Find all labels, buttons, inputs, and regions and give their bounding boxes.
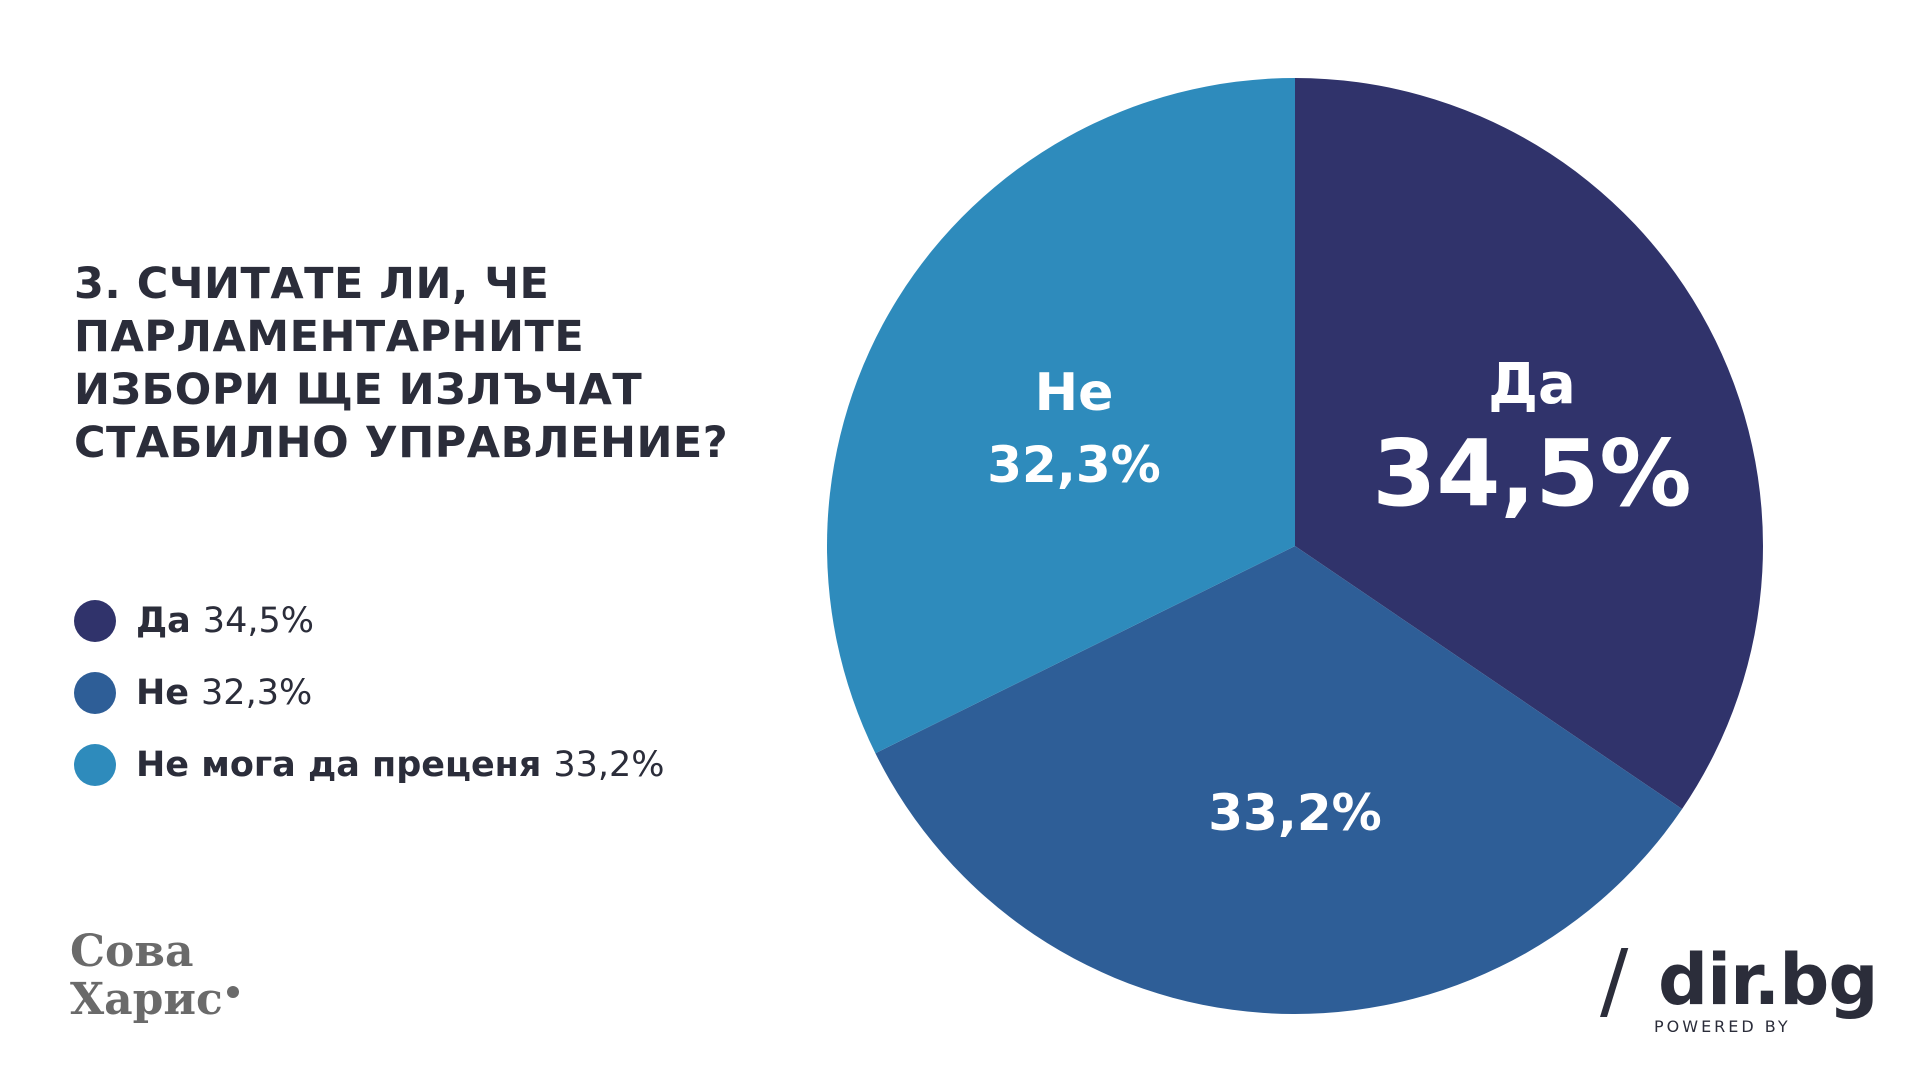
legend-label: Не мога да преценя [136, 745, 542, 785]
slice-da [1295, 78, 1764, 810]
slice-label-da-name: Да [1488, 352, 1576, 417]
dir-slash: / [1600, 931, 1629, 1029]
legend: Да 34,5% Не 32,3% Не мога да преценя 33,… [74, 585, 665, 801]
slice-label-da-value: 34,5% [1372, 420, 1691, 527]
logo-dot [226, 986, 239, 998]
chart-title: 3. СЧИТАТЕ ЛИ, ЧЕ ПАРЛАМЕНТАРНИТЕ ИЗБОРИ… [74, 259, 729, 468]
legend-item-da: Да 34,5% [74, 585, 665, 657]
sova-logo-line1: Сова [70, 926, 194, 977]
legend-value: 32,3% [201, 673, 313, 713]
legend-dot-da [74, 600, 116, 642]
slice-label-ne-value: 32,3% [987, 436, 1160, 494]
legend-label: Да [136, 601, 191, 641]
dir-bg-logo: / dir.bg POWERED BY [1600, 931, 1878, 1036]
slice-label-ne-name: Не [1035, 363, 1114, 423]
legend-item-ne-moga: Не мога да преценя 33,2% [74, 729, 665, 801]
slice-ne [827, 78, 1295, 754]
legend-item-ne: Не 32,3% [74, 657, 665, 729]
legend-dot-ne [74, 672, 116, 714]
slice-label-ne-moga-value: 33,2% [1208, 784, 1381, 842]
legend-dot-ne-moga [74, 744, 116, 786]
dir-brand: dir.bg [1658, 939, 1878, 1021]
legend-label: Не [136, 673, 190, 713]
legend-value: 33,2% [553, 745, 665, 785]
slice-ne-moga [875, 546, 1683, 1015]
dir-powered-by: POWERED BY [1654, 1017, 1791, 1036]
sova-haris-logo: Сова Харис [70, 928, 239, 1024]
legend-value: 34,5% [202, 601, 314, 641]
sova-logo-line2: Харис [70, 974, 223, 1025]
